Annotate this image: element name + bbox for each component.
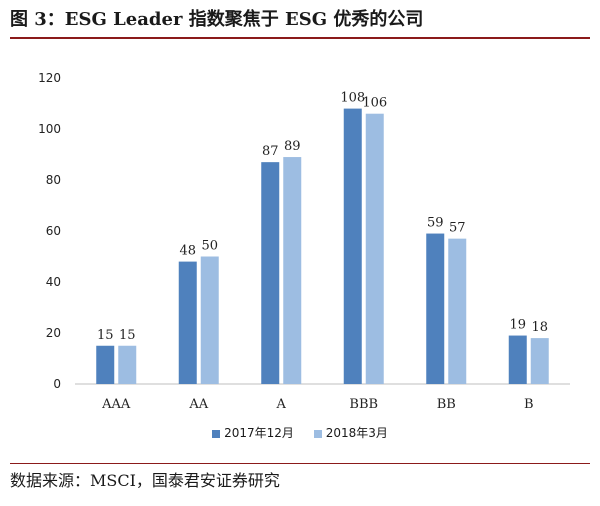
legend-item-series-2: 2018年3月	[313, 424, 388, 441]
bar-series-2	[200, 256, 219, 384]
data-label: 87	[262, 144, 279, 159]
data-label: 19	[509, 318, 526, 333]
data-label: 48	[179, 244, 196, 259]
y-tick-label: 20	[46, 326, 61, 340]
data-label: 15	[119, 328, 136, 343]
legend-swatch-series-1	[212, 429, 221, 438]
bar-series-1	[96, 345, 115, 384]
title-rule	[10, 37, 590, 39]
source-rule	[10, 463, 590, 464]
bar-series-1	[261, 162, 280, 384]
data-label: 108	[340, 91, 365, 106]
bar-series-1	[343, 108, 362, 384]
x-tick-label: BB	[437, 397, 456, 412]
data-label: 106	[362, 96, 387, 111]
x-tick-label: BBB	[349, 397, 378, 412]
bar-series-2	[530, 338, 549, 384]
bar-series-2	[448, 238, 467, 384]
bar-series-1	[178, 261, 197, 384]
y-tick-label: 80	[46, 173, 61, 187]
y-tick-label: 40	[46, 275, 61, 289]
x-tick-label: AAA	[101, 397, 131, 412]
chart-bars	[96, 108, 549, 384]
legend-swatch-series-2	[313, 429, 322, 438]
chart-legend: 2017年12月 2018年3月	[0, 424, 600, 441]
data-label: 59	[427, 216, 444, 231]
data-label: 15	[97, 328, 114, 343]
chart-axes: 0 20 40 60 80 100 120	[38, 71, 570, 391]
legend-item-series-1: 2017年12月	[212, 424, 294, 441]
bar-series-2	[118, 345, 137, 384]
figure-title: 图 3：ESG Leader 指数聚焦于 ESG 优秀的公司	[10, 9, 424, 30]
data-label: 57	[449, 221, 466, 236]
data-label: 89	[284, 139, 301, 154]
y-tick-label: 120	[38, 71, 61, 85]
y-tick-label: 100	[38, 122, 61, 136]
legend-label-series-1: 2017年12月	[224, 426, 294, 440]
y-tick-label: 60	[46, 224, 61, 238]
x-tick-label: A	[276, 397, 287, 412]
data-label: 50	[201, 239, 218, 254]
x-tick-label: B	[524, 397, 534, 412]
y-tick-label: 0	[53, 377, 61, 391]
legend-label-series-2: 2018年3月	[325, 426, 388, 440]
bar-series-2	[365, 113, 384, 384]
source-note: 数据来源：MSCI，国泰君安证券研究	[10, 471, 280, 490]
bar-series-2	[283, 157, 302, 384]
bar-series-1	[508, 335, 527, 384]
data-label: 18	[531, 320, 548, 335]
bar-series-1	[426, 233, 445, 384]
x-tick-label: AA	[188, 397, 208, 412]
